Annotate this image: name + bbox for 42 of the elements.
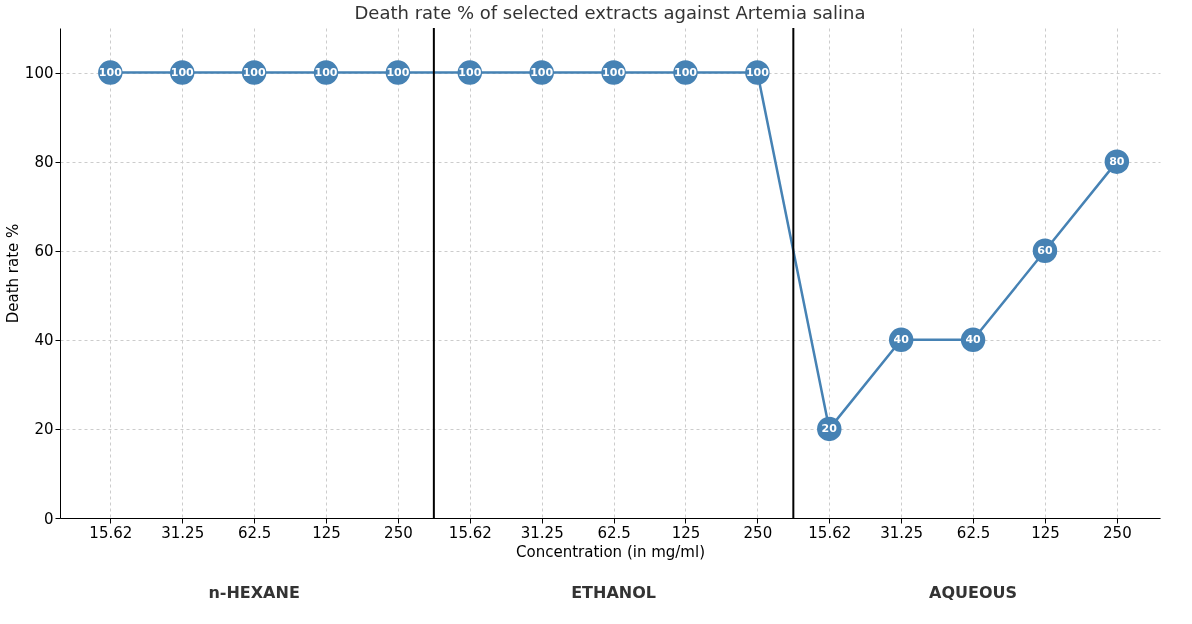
text: AQUEOUS xyxy=(929,583,1018,602)
x-tick-label: 62.5 xyxy=(237,523,272,542)
data-label: 100 xyxy=(386,65,410,79)
x-tick-label: 31.25 xyxy=(520,523,564,542)
data-label: 80 xyxy=(1109,154,1125,168)
x-tick-label: 250 xyxy=(384,523,413,542)
data-label: 40 xyxy=(965,332,982,346)
x-axis-title: Concentration (in mg/ml) xyxy=(516,542,705,561)
data-label: 100 xyxy=(530,65,554,79)
y-tick-label: 20 xyxy=(34,420,54,439)
data-label: 40 xyxy=(893,332,910,346)
data-label: 20 xyxy=(821,421,838,435)
data-label: 100 xyxy=(745,65,770,79)
data-label: 100 xyxy=(602,65,626,79)
text: ETHANOL xyxy=(571,583,656,602)
data-label: 100 xyxy=(314,65,338,79)
y-tick-label: 40 xyxy=(34,331,54,350)
data-label: 100 xyxy=(170,65,195,79)
x-tick-label: 15.62 xyxy=(89,523,133,542)
x-tick-label: 31.25 xyxy=(880,523,924,542)
data-label: 100 xyxy=(98,65,123,79)
x-tick-label: 250 xyxy=(743,523,773,542)
y-tick-label: 80 xyxy=(34,153,54,172)
chart-title: Death rate % of selected extracts against Artemia salina xyxy=(354,2,866,23)
y-tick-label: 100 xyxy=(24,64,54,83)
x-tick-label: 15.62 xyxy=(448,523,492,542)
x-tick-label: 125 xyxy=(671,523,701,542)
data-label: 100 xyxy=(458,65,482,79)
text: n-HEXANE xyxy=(208,583,300,602)
x-tick-label: 62.5 xyxy=(956,523,991,542)
data-label: 60 xyxy=(1037,243,1053,257)
y-tick-label: 0 xyxy=(43,509,54,528)
y-axis-title: Death rate % xyxy=(3,223,22,324)
y-tick-label: 60 xyxy=(34,242,54,261)
x-tick-label: 62.5 xyxy=(597,523,631,542)
x-tick-label: 250 xyxy=(1103,523,1132,542)
data-label: 100 xyxy=(674,65,698,79)
data-label: 100 xyxy=(242,65,266,79)
x-tick-label: 125 xyxy=(312,523,341,542)
x-tick-label: 31.25 xyxy=(161,523,205,542)
x-tick-label: 15.62 xyxy=(808,523,852,542)
x-tick-label: 125 xyxy=(1031,523,1060,542)
